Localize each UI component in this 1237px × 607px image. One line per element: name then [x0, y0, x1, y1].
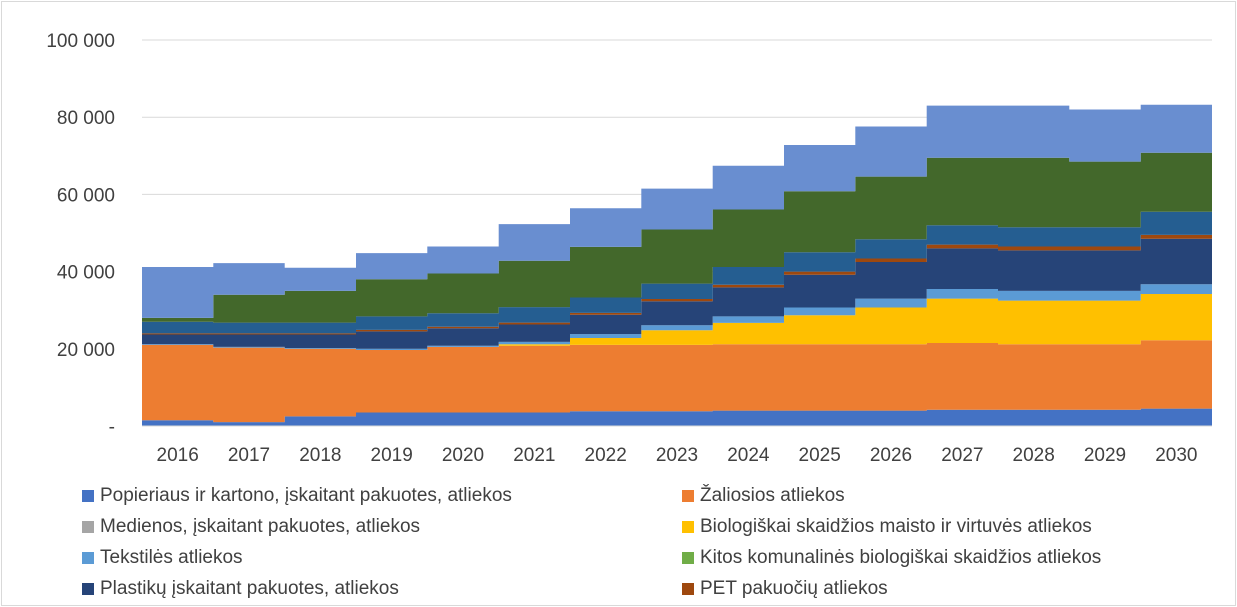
legend-swatch-other-bio [682, 552, 694, 564]
legend-label-textile: Tekstilės atliekos [100, 547, 243, 568]
legend-label-paper: Popieriaus ir kartono, įskaitant pakuote… [100, 485, 512, 506]
x-tick-label: 2030 [1155, 445, 1197, 466]
legend-swatch-paper [82, 490, 94, 502]
y-tick-label: 40 000 [57, 263, 115, 284]
chart-plot: - 20 000 40 000 60 000 80 000 100 000 2016 2017… [46, 31, 1212, 466]
legend-item-wood: Medienos, įskaitant pakuotes, atliekos [82, 514, 420, 540]
x-tick-label: 2016 [157, 445, 199, 466]
x-tick-label: 2021 [513, 445, 555, 466]
legend-swatch-textile [82, 552, 94, 564]
x-tick-label: 2017 [228, 445, 270, 466]
y-tick-label: 100 000 [46, 31, 115, 52]
series-area-7 [142, 238, 1212, 349]
legend-label-green: Žaliosios atliekos [700, 485, 845, 506]
axes: - 20 000 40 000 60 000 80 000 100 000 2016 2017… [46, 31, 1212, 466]
series-area-1 [142, 408, 1212, 426]
legend-item-green: Žaliosios atliekos [682, 483, 845, 509]
series-area-11 [142, 104, 1212, 318]
legend-swatch-pet [682, 583, 694, 595]
x-tick-label: 2018 [299, 445, 341, 466]
legend-swatch-wood [82, 521, 94, 533]
legend-item-textile: Tekstilės atliekos [82, 545, 243, 571]
y-tick-label: - [109, 417, 115, 438]
y-tick-label: 20 000 [57, 340, 115, 361]
legend-swatch-plastic [82, 583, 94, 595]
series-area-2 [142, 340, 1212, 423]
x-tick-label: 2028 [1013, 445, 1055, 466]
legend-swatch-food [682, 521, 694, 533]
x-tick-label: 2026 [870, 445, 912, 466]
x-tick-label: 2025 [799, 445, 841, 466]
legend-item-paper: Popieriaus ir kartono, įskaitant pakuote… [82, 483, 512, 509]
x-tick-label: 2024 [727, 445, 770, 466]
legend-label-pet: PET pakuočių atliekos [700, 578, 888, 599]
x-tick-label: 2023 [656, 445, 698, 466]
legend-item-pet: PET pakuočių atliekos [682, 576, 888, 602]
legend: Popieriaus ir kartono, įskaitant pakuote… [2, 481, 1237, 605]
legend-label-plastic: Plastikų įskaitant pakuotes, atliekos [100, 578, 399, 599]
y-tick-label: 80 000 [57, 108, 115, 129]
series-area-4 [142, 294, 1212, 350]
x-tick-label: 2022 [585, 445, 627, 466]
x-tick-label: 2020 [442, 445, 484, 466]
legend-item-other-bio: Kitos komunalinės biologiškai skaidžios … [682, 545, 1101, 571]
series-area-10 [142, 152, 1212, 323]
stacked-areas [142, 104, 1212, 426]
legend-label-food: Biologiškai skaidžios maisto ir virtuvės… [700, 516, 1092, 537]
x-tick-label: 2019 [371, 445, 413, 466]
legend-item-food: Biologiškai skaidžios maisto ir virtuvės… [682, 514, 1092, 540]
legend-label-other-bio: Kitos komunalinės biologiškai skaidžios … [700, 547, 1102, 568]
legend-item-plastic: Plastikų įskaitant pakuotes, atliekos [82, 576, 399, 602]
y-tick-label: 60 000 [57, 185, 115, 206]
x-tick-label: 2029 [1084, 445, 1126, 466]
legend-swatch-green [682, 490, 694, 502]
series-area-9 [142, 211, 1212, 334]
legend-label-wood: Medienos, įskaitant pakuotes, atliekos [100, 516, 421, 537]
x-tick-label: 2027 [941, 445, 983, 466]
